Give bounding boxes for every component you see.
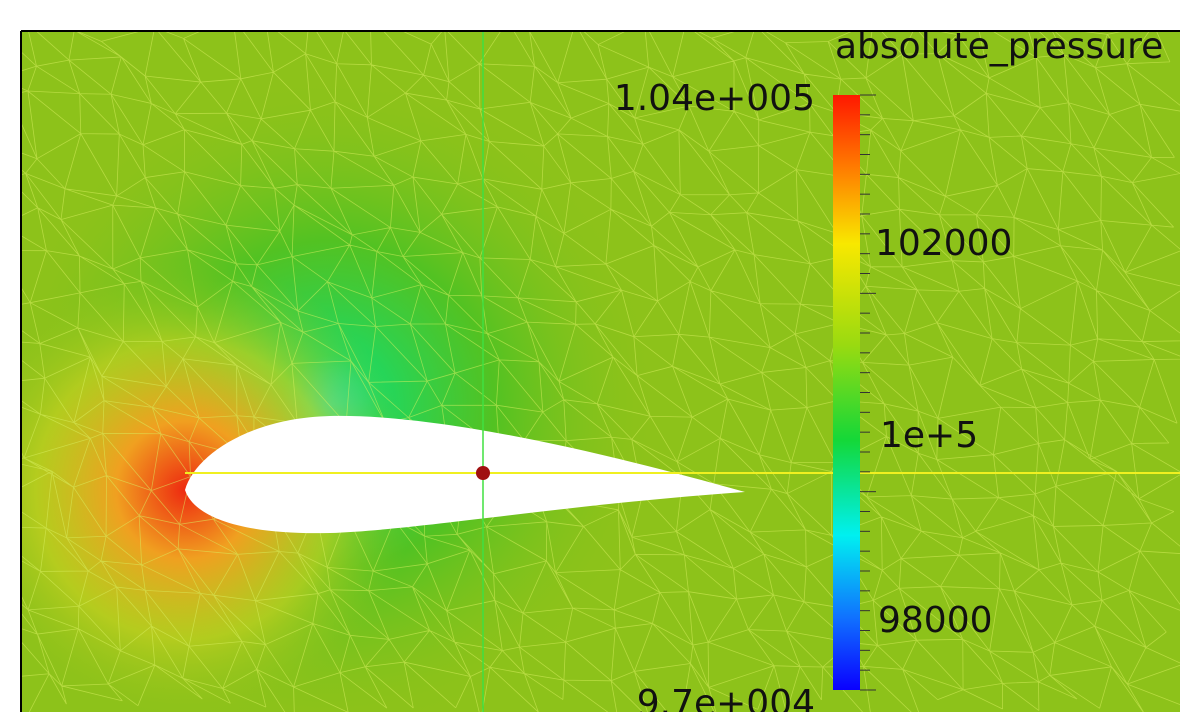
- render-view: absolute_pressure 1.04e+005 102000 1e+5 …: [0, 0, 1180, 712]
- color-bar: [833, 95, 860, 690]
- colorbar-label: 102000: [875, 223, 1012, 264]
- center-point: [476, 466, 490, 480]
- colorbar-max: 1.04e+005: [614, 78, 815, 119]
- paraview-viewport: absolute_pressure 1.04e+005 102000 1e+5 …: [0, 0, 1180, 712]
- colorbar-min: 9.7e+004: [637, 683, 815, 712]
- colorbar-label: 98000: [878, 600, 993, 641]
- field: absolute_pressure 1.04e+005 102000 1e+5 …: [0, 17, 1180, 712]
- colorbar-label: 1e+5: [880, 415, 978, 456]
- colorbar-title: absolute_pressure: [835, 26, 1163, 67]
